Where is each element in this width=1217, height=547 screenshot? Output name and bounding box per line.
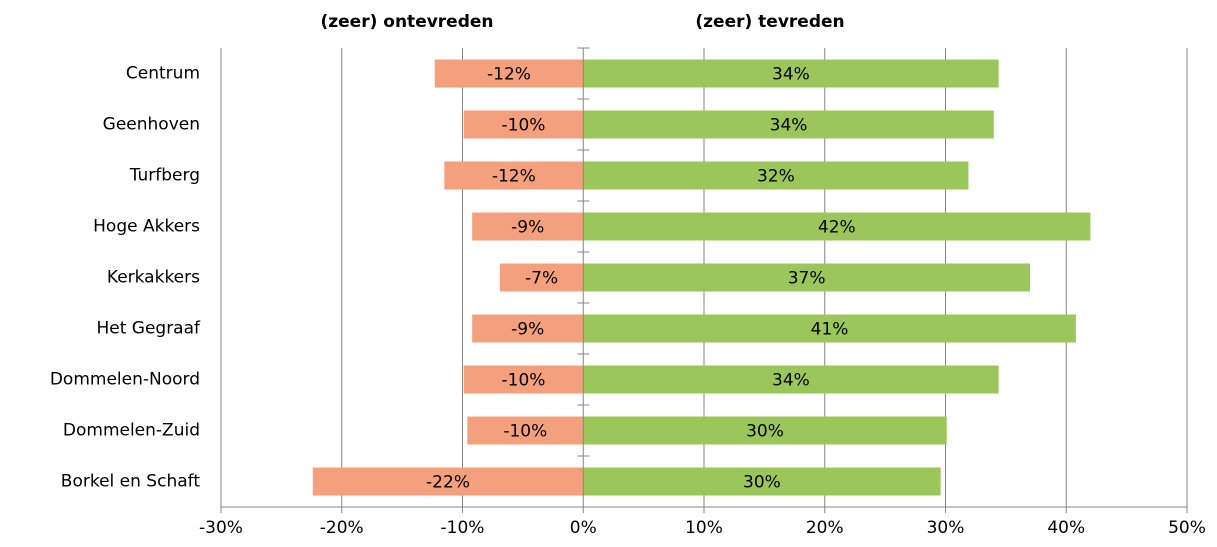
category-label: Turfberg xyxy=(129,166,200,186)
bar xyxy=(472,212,584,241)
bar xyxy=(463,110,584,139)
category-label: Dommelen-Zuid xyxy=(63,421,200,441)
x-tick-label: -30% xyxy=(199,518,243,538)
x-tick-label: -10% xyxy=(441,518,485,538)
x-tick-label: 50% xyxy=(1168,518,1206,538)
bar xyxy=(434,59,584,88)
category-label: Dommelen-Noord xyxy=(50,370,200,390)
category-label: Centrum xyxy=(126,64,200,84)
data-label: 41% xyxy=(811,320,849,340)
data-label: -22% xyxy=(426,473,470,493)
series-header: (zeer) tevreden xyxy=(695,12,844,32)
bar xyxy=(583,365,999,394)
bar xyxy=(583,314,1076,343)
bar xyxy=(444,161,584,190)
category-label: Borkel en Schaft xyxy=(61,472,201,492)
bar xyxy=(499,263,584,292)
data-label: -12% xyxy=(487,65,531,85)
data-label: 32% xyxy=(757,167,795,187)
series-header: (zeer) ontevreden xyxy=(320,12,493,32)
category-label: Geenhoven xyxy=(103,115,200,135)
data-label: -9% xyxy=(511,218,544,238)
bar xyxy=(467,416,584,445)
bar xyxy=(583,161,969,190)
data-label: 34% xyxy=(772,371,810,391)
x-tick-label: 0% xyxy=(570,518,597,538)
data-label: 37% xyxy=(788,269,826,289)
x-tick-label: 10% xyxy=(685,518,723,538)
bar xyxy=(583,110,994,139)
data-label: -12% xyxy=(492,167,536,187)
bar xyxy=(463,365,584,394)
bar xyxy=(583,59,999,88)
bar xyxy=(472,314,584,343)
x-tick-label: 20% xyxy=(806,518,844,538)
data-label: -10% xyxy=(502,116,546,136)
data-label: -10% xyxy=(502,371,546,391)
category-label: Hoge Akkers xyxy=(93,217,200,237)
bar xyxy=(312,467,584,496)
bar xyxy=(583,467,941,496)
x-tick-label: 30% xyxy=(927,518,965,538)
x-tick-label: -20% xyxy=(320,518,364,538)
data-label: 42% xyxy=(818,218,856,238)
data-label: 30% xyxy=(743,473,781,493)
category-label: Het Gegraaf xyxy=(96,319,201,339)
bar xyxy=(583,416,947,445)
category-label: Kerkakkers xyxy=(107,268,200,288)
data-label: 34% xyxy=(770,116,808,136)
data-label: -10% xyxy=(503,422,547,442)
data-label: -7% xyxy=(525,269,558,289)
data-label: 30% xyxy=(746,422,784,442)
x-tick-label: 40% xyxy=(1047,518,1085,538)
bar xyxy=(583,212,1091,241)
bar xyxy=(583,263,1031,292)
data-label: -9% xyxy=(511,320,544,340)
data-label: 34% xyxy=(772,65,810,85)
